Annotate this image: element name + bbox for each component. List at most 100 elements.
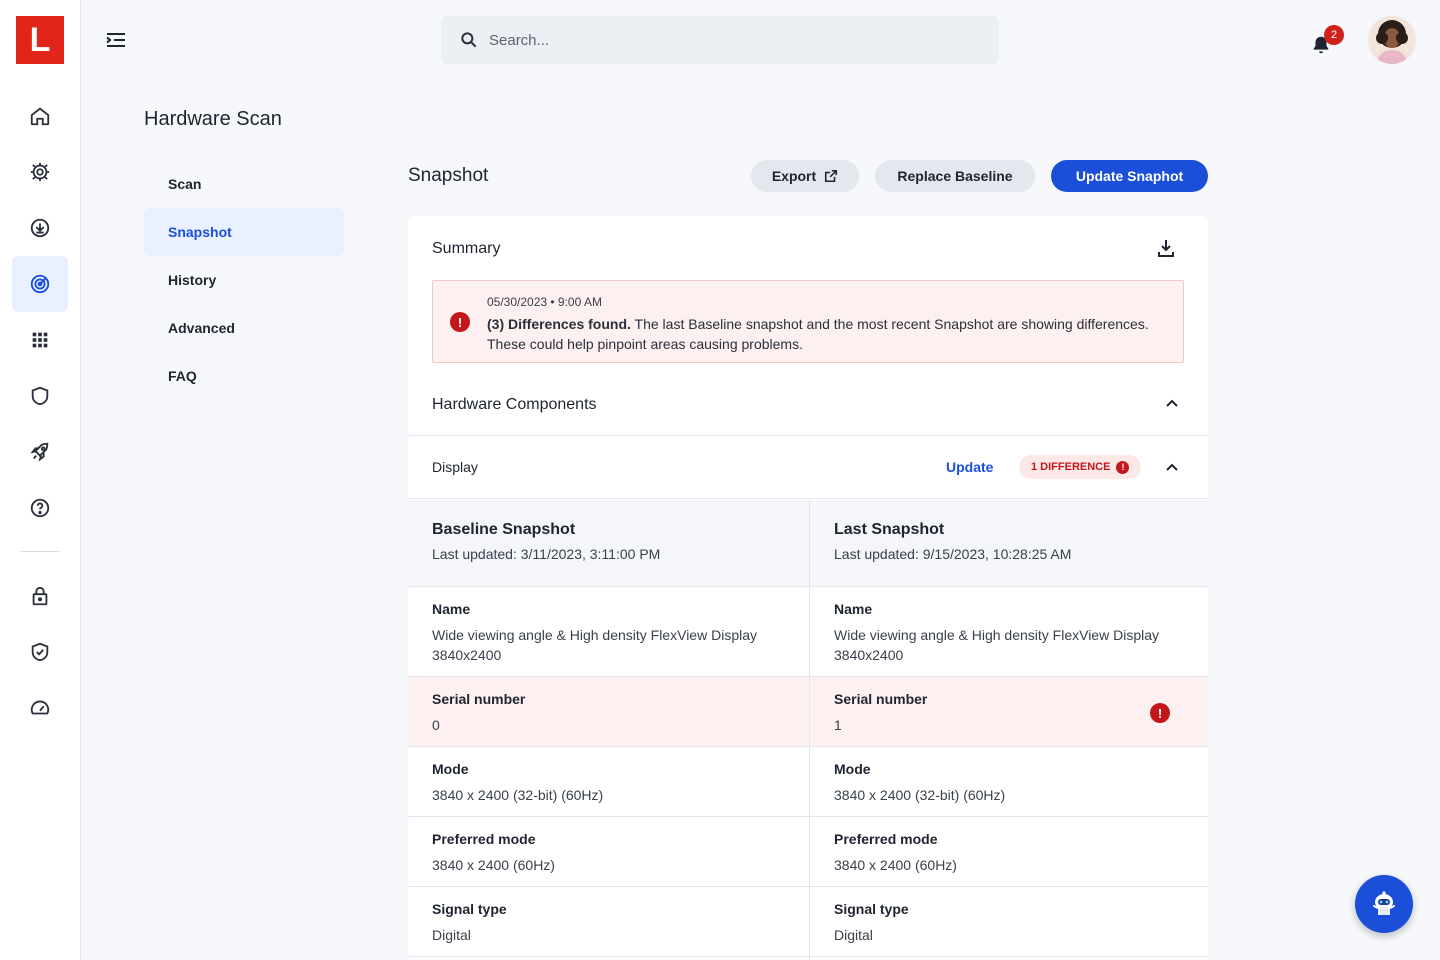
- search-bar[interactable]: [441, 16, 999, 64]
- subnav-item-snapshot[interactable]: Snapshot: [144, 208, 344, 256]
- help-icon: [30, 498, 50, 518]
- rail-apps[interactable]: [12, 312, 68, 368]
- app-logo[interactable]: L: [16, 16, 64, 64]
- rocket-icon: [30, 442, 49, 462]
- shield-check-icon: [31, 642, 49, 662]
- gear-icon: [30, 162, 50, 182]
- download-summary-button[interactable]: [1156, 238, 1178, 260]
- export-label: Export: [771, 168, 817, 184]
- external-link-icon: [825, 169, 838, 183]
- shield-icon: [31, 386, 49, 406]
- section-divider: [408, 435, 1208, 436]
- last-snapshot-updated: Last updated: 9/15/2023, 10:28:25 AM: [834, 546, 1072, 562]
- row-label: Mode: [834, 761, 871, 777]
- subnav-item-scan[interactable]: Scan: [168, 176, 202, 192]
- last-value: Wide viewing angle & High density FlexVi…: [834, 627, 1160, 663]
- user-avatar[interactable]: [1368, 16, 1416, 64]
- baseline-snapshot-title: Baseline Snapshot: [432, 521, 576, 538]
- rail-home[interactable]: [12, 88, 68, 144]
- rail-help[interactable]: [12, 480, 68, 536]
- difference-badge-label: 1 DIFFERENCE: [1031, 461, 1111, 473]
- rail-settings[interactable]: [12, 144, 68, 200]
- comparison-row-signal-type: Signal type Digital Signal type Digital: [408, 887, 1208, 957]
- comparison-header: Baseline Snapshot Last updated: 3/11/202…: [408, 500, 1208, 587]
- chevron-up-icon: [1166, 399, 1178, 407]
- notification-count-badge: 2: [1324, 25, 1344, 45]
- baseline-value: 3840 x 2400 (32-bit) (60Hz): [432, 787, 604, 803]
- comparison-row-serial: Serial number 0 Serial number 1 !: [408, 677, 1208, 747]
- last-value: 1: [834, 717, 842, 733]
- snapshot-card: Summary ! 05/30/2023 • 9:00 AM (3) Diffe…: [408, 216, 1208, 960]
- comparison-row-preferred-mode: Preferred mode 3840 x 2400 (60Hz) Prefer…: [408, 817, 1208, 887]
- search-input[interactable]: [489, 31, 969, 49]
- chevron-up-icon: [1166, 463, 1178, 471]
- last-snapshot-title: Last Snapshot: [834, 521, 945, 538]
- alert-message-bold: (3) Differences found.: [487, 316, 631, 332]
- page-title: Hardware Scan: [144, 108, 282, 130]
- row-label: Signal type: [834, 901, 909, 917]
- row-label: Serial number: [432, 691, 526, 707]
- baseline-value: 3840 x 2400 (60Hz): [432, 857, 555, 873]
- download-icon: [30, 218, 50, 238]
- hardware-scan-subnav: Scan Snapshot History Advanced FAQ: [144, 160, 344, 400]
- row-label: Preferred mode: [834, 831, 938, 847]
- display-group-label: Display: [432, 459, 478, 475]
- row-label: Signal type: [432, 901, 507, 917]
- last-value: 3840 x 2400 (32-bit) (60Hz): [834, 787, 1006, 803]
- row-label: Mode: [432, 761, 469, 777]
- menu-collapse-icon: [106, 33, 125, 47]
- radar-icon: [30, 274, 50, 294]
- difference-error-icon: !: [1150, 703, 1170, 723]
- rail-divider: [20, 551, 60, 552]
- display-update-link[interactable]: Update: [946, 459, 994, 475]
- export-button[interactable]: Export: [751, 160, 859, 192]
- alert-timestamp: 05/30/2023 • 9:00 AM: [487, 295, 602, 309]
- last-value: 3840 x 2400 (60Hz): [834, 857, 957, 873]
- speedometer-icon: [30, 700, 50, 715]
- search-icon: [461, 32, 477, 48]
- home-icon: [30, 107, 50, 126]
- rail-performance[interactable]: [12, 680, 68, 736]
- comparison-row-mode: Mode 3840 x 2400 (32-bit) (60Hz) Mode 38…: [408, 747, 1208, 817]
- row-label: Name: [432, 601, 471, 617]
- section-title: Snapshot: [408, 165, 489, 186]
- alert-message-body: The last Baseline snapshot and the most …: [487, 316, 1149, 352]
- rail-hardware-scan[interactable]: [12, 256, 68, 312]
- menu-toggle-button[interactable]: [104, 28, 128, 52]
- subnav-item-history[interactable]: History: [168, 272, 217, 288]
- download-tray-icon: [1158, 240, 1174, 257]
- rail-security[interactable]: [12, 368, 68, 424]
- rail-protection[interactable]: [12, 624, 68, 680]
- differences-alert: ! 05/30/2023 • 9:00 AM (3) Differences f…: [432, 280, 1184, 363]
- last-value: Digital: [834, 927, 873, 943]
- baseline-last-updated: Last updated: 3/11/2023, 3:11:00 PM: [432, 546, 661, 562]
- display-group-header[interactable]: Display Update 1 DIFFERENCE !: [408, 436, 1208, 499]
- rail-downloads[interactable]: [12, 200, 68, 256]
- baseline-value: Wide viewing angle & High density FlexVi…: [432, 627, 758, 663]
- summary-title: Summary: [432, 240, 501, 257]
- replace-baseline-button[interactable]: Replace Baseline: [875, 160, 1035, 192]
- hardware-components-title: Hardware Components: [432, 396, 597, 413]
- comparison-row-name: Name Wide viewing angle & High density F…: [408, 587, 1208, 677]
- baseline-value: Digital: [432, 927, 471, 943]
- subnav-item-advanced[interactable]: Advanced: [168, 320, 235, 336]
- robot-assistant-icon: [1373, 891, 1395, 915]
- column-divider: [809, 500, 810, 960]
- lock-icon: [32, 586, 48, 606]
- row-label: Serial number: [834, 691, 928, 707]
- update-snapshot-button[interactable]: Update Snaphot: [1051, 160, 1208, 192]
- row-label: Preferred mode: [432, 831, 536, 847]
- rail-boost[interactable]: [12, 424, 68, 480]
- avatar-photo: [1368, 16, 1416, 64]
- difference-badge: 1 DIFFERENCE !: [1019, 455, 1142, 479]
- alert-message: (3) Differences found. The last Baseline…: [487, 314, 1177, 354]
- collapse-components-button[interactable]: [1164, 396, 1180, 412]
- subnav-item-faq[interactable]: FAQ: [168, 368, 197, 384]
- baseline-value: 0: [432, 717, 440, 733]
- apps-grid-icon: [32, 332, 48, 348]
- left-rail: L: [0, 0, 81, 960]
- assistant-button[interactable]: [1355, 875, 1413, 933]
- rail-privacy[interactable]: [12, 568, 68, 624]
- error-icon: !: [450, 312, 470, 332]
- collapse-display-button[interactable]: [1164, 460, 1180, 476]
